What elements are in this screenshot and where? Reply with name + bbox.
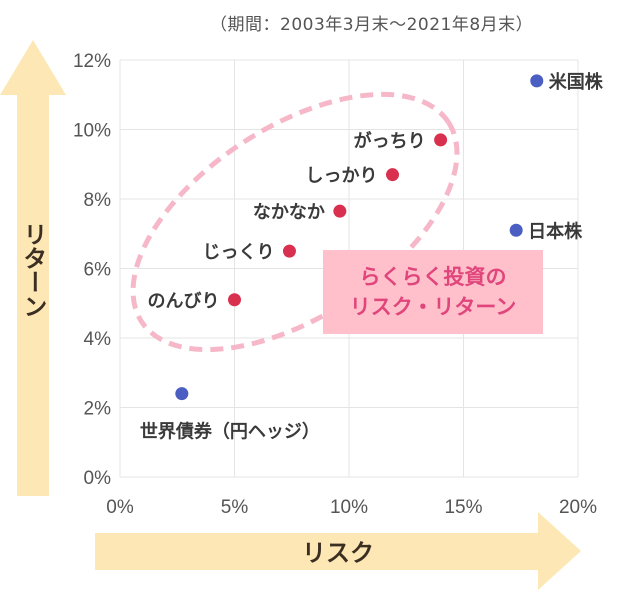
balanced-funds-ellipse [130, 91, 460, 353]
data-point [530, 74, 544, 88]
period-note: （期間：2003年3月末〜2021年8月末） [210, 15, 534, 35]
callout-box: らくらく投資の リスク・リターン [323, 250, 543, 334]
y-tick-label: 0% [84, 468, 112, 489]
x-tick-label: 10% [330, 497, 368, 518]
tick-labels: 0% 2% 4% 6% 8% 10% 12% 0% 5% 10% 15% 20% [73, 51, 597, 518]
point-label: 米国株 [549, 71, 604, 93]
y-tick-label: 4% [84, 329, 112, 350]
callout-line-1: らくらく投資の [359, 265, 507, 289]
axis-arrows [0, 40, 581, 590]
point-label: じっくり [202, 242, 274, 263]
data-point [434, 133, 448, 147]
data-point [386, 168, 400, 182]
point-label: がっちり [354, 130, 426, 152]
point-label: なかなか [253, 202, 325, 223]
y-tick-label: 10% [73, 121, 111, 142]
x-tick-label: 0% [106, 497, 134, 518]
x-tick-label: 5% [221, 497, 249, 518]
y-tick-label: 2% [84, 399, 112, 420]
y-tick-label: 8% [84, 190, 112, 211]
dashed-ellipse [130, 91, 460, 353]
data-point [228, 293, 241, 307]
axis-titles: リスク リターン [19, 222, 374, 567]
y-tick-label: 6% [84, 260, 112, 281]
y-tick-label: 12% [73, 51, 111, 72]
y-axis-title: リターン [19, 222, 47, 318]
point-label: しっかり [306, 166, 378, 187]
callout-line-2: リスク・リターン [349, 295, 517, 319]
y-axis-arrow [0, 40, 66, 496]
x-tick-label: 20% [559, 497, 597, 518]
data-point [509, 223, 523, 237]
data-point [333, 204, 347, 218]
data-points [175, 74, 544, 401]
x-axis-title: リスク [302, 539, 374, 567]
point-label: 日本株 [528, 220, 583, 242]
data-point [282, 244, 296, 258]
data-point [175, 387, 189, 401]
x-tick-label: 15% [444, 497, 482, 518]
x-axis-arrow [95, 512, 581, 590]
point-label: のんびり [148, 291, 220, 312]
point-label: 世界債券（円ヘッジ） [140, 421, 320, 443]
